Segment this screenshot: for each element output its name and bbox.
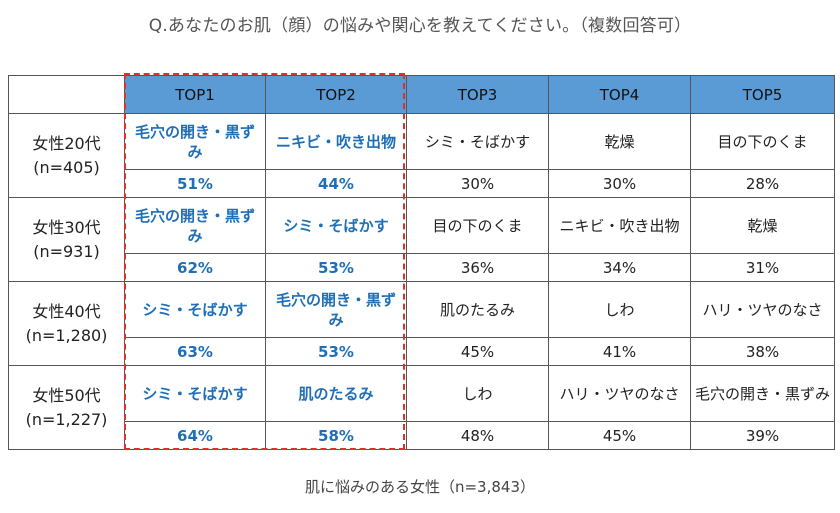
concern-cell: ニキビ・吹き出物: [265, 113, 407, 170]
table-row: 51% 44% 30% 30% 28%: [9, 169, 835, 198]
concern-cell: しわ: [406, 365, 549, 422]
row-group-label: 女性20代 (n=405): [8, 113, 125, 198]
table-row: 女性40代 (n=1,280) シミ・そばかす 毛穴の開き・黒ずみ 肌のたるみ しわ ハリ・…: [8, 281, 835, 366]
group-name: 女性20代: [32, 133, 101, 153]
percent-cell: 64%: [124, 421, 266, 450]
percent-cell: 31%: [690, 253, 835, 282]
column-header-top4: TOP4: [548, 75, 691, 114]
group-sample-size: (n=1,227): [25, 409, 108, 429]
table-row: 女性20代 (n=405) 毛穴の開き・黒ずみ ニキビ・吹き出物 シミ・そばかす 乾燥 目の…: [8, 113, 835, 198]
percent-cell: 45%: [548, 421, 691, 450]
group-name: 女性30代: [32, 217, 101, 237]
sample-note: 肌に悩みのある女性（n=3,843）: [304, 478, 536, 496]
concern-cell: 乾燥: [690, 197, 835, 254]
table-row: 64% 58% 48% 45% 39%: [9, 421, 835, 450]
header-row: TOP1 TOP2 TOP3 TOP4 TOP5: [8, 75, 835, 114]
concern-cell: 毛穴の開き・黒ずみ: [124, 197, 266, 254]
percent-cell: 53%: [265, 253, 407, 282]
group-sample-size: (n=405): [33, 157, 100, 177]
group-sample-size: (n=931): [33, 241, 100, 261]
percent-cell: 38%: [690, 337, 835, 366]
row-group-label: 女性30代 (n=931): [8, 197, 125, 282]
percent-cell: 48%: [406, 421, 549, 450]
concern-cell: 肌のたるみ: [265, 365, 407, 422]
percent-cell: 58%: [265, 421, 407, 450]
percent-cell: 39%: [690, 421, 835, 450]
percent-cell: 30%: [406, 169, 549, 198]
percent-cell: 63%: [124, 337, 266, 366]
percent-cell: 53%: [265, 337, 407, 366]
table-row: 女性30代 (n=931) 毛穴の開き・黒ずみ シミ・そばかす 目の下のくま ニキビ・吹き…: [8, 197, 835, 282]
concern-cell: シミ・そばかす: [124, 281, 266, 338]
percent-cell: 34%: [548, 253, 691, 282]
percent-cell: 44%: [265, 169, 407, 198]
percent-cell: 41%: [548, 337, 691, 366]
concern-cell: 乾燥: [548, 113, 691, 170]
column-header-top1: TOP1: [124, 75, 266, 114]
concern-cell: 肌のたるみ: [406, 281, 549, 338]
column-header-top2: TOP2: [265, 75, 407, 114]
percent-cell: 30%: [548, 169, 691, 198]
concern-cell: しわ: [548, 281, 691, 338]
percent-cell: 51%: [124, 169, 266, 198]
concern-cell: 目の下のくま: [690, 113, 835, 170]
concern-cell: シミ・そばかす: [124, 365, 266, 422]
concern-cell: シミ・そばかす: [406, 113, 549, 170]
concern-cell: ニキビ・吹き出物: [548, 197, 691, 254]
row-group-label: 女性40代 (n=1,280): [8, 281, 125, 366]
group-name: 女性40代: [32, 301, 101, 321]
row-group-label: 女性50代 (n=1,227): [8, 365, 125, 450]
table-row: 女性50代 (n=1,227) シミ・そばかす 肌のたるみ しわ ハリ・ツヤのなさ 毛穴の開…: [8, 365, 835, 450]
ranking-table: TOP1 TOP2 TOP3 TOP4 TOP5 女性20代 (n=405) 毛穴の…: [8, 75, 835, 450]
corner-cell: [8, 75, 125, 114]
column-header-top5: TOP5: [690, 75, 835, 114]
percent-cell: 28%: [690, 169, 835, 198]
chart-title: Q.あなたのお肌（顔）の悩みや関心を教えてください。（複数回答可）: [148, 16, 692, 36]
percent-cell: 45%: [406, 337, 549, 366]
table-row: 63% 53% 45% 41% 38%: [9, 337, 835, 366]
column-header-top3: TOP3: [406, 75, 549, 114]
table-row: 62% 53% 36% 34% 31%: [9, 253, 835, 282]
percent-cell: 62%: [124, 253, 266, 282]
concern-cell: ハリ・ツヤのなさ: [690, 281, 835, 338]
concern-cell: 毛穴の開き・黒ずみ: [124, 113, 266, 170]
concern-cell: 毛穴の開き・黒ずみ: [690, 365, 835, 422]
table-body: 女性20代 (n=405) 毛穴の開き・黒ずみ ニキビ・吹き出物 シミ・そばかす 乾燥 目の…: [8, 113, 835, 450]
concern-cell: 目の下のくま: [406, 197, 549, 254]
group-sample-size: (n=1,280): [25, 325, 108, 345]
percent-cell: 36%: [406, 253, 549, 282]
concern-cell: シミ・そばかす: [265, 197, 407, 254]
group-name: 女性50代: [32, 385, 101, 405]
concern-cell: ハリ・ツヤのなさ: [548, 365, 691, 422]
concern-cell: 毛穴の開き・黒ずみ: [265, 281, 407, 338]
